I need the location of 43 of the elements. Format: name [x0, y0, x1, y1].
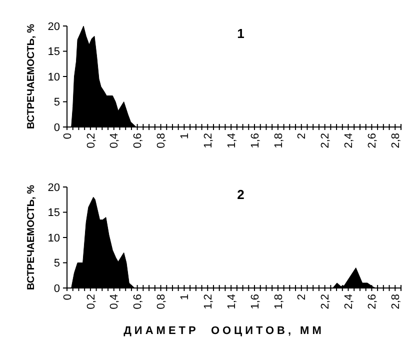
- y-tick-label: 20: [48, 182, 60, 194]
- x-tick-label: 1,2: [202, 133, 214, 148]
- y-tick-label: 15: [48, 207, 60, 220]
- x-tick-label: 2: [296, 133, 308, 140]
- x-tick-label: 0: [62, 294, 74, 300]
- x-tick-label: 2,4: [343, 133, 356, 148]
- y-axis-title: ВСТРЕЧАЕМОСТЬ, %: [26, 184, 37, 290]
- x-tick-label: 0,2: [85, 294, 98, 310]
- chart-title: 1: [237, 26, 244, 41]
- chart-title: 2: [237, 187, 244, 202]
- x-tick-label: 1: [179, 294, 192, 300]
- x-tick-label: 1,6: [249, 294, 262, 310]
- y-tick-label: 5: [54, 96, 60, 109]
- x-tick-label: 2: [296, 294, 308, 300]
- x-tick-label: 0,6: [132, 294, 144, 310]
- x-tick-label: 0: [62, 133, 74, 140]
- x-tick-label: 0,4: [108, 133, 121, 148]
- x-tick-label: 0,4: [108, 294, 121, 310]
- x-tick-label: 0,2: [85, 133, 98, 148]
- x-tick-label: 2,2: [320, 294, 332, 310]
- x-axis-title: ДИАМЕТР ООЦИТОВ, ММ: [124, 325, 324, 337]
- x-tick-label: 1,4: [226, 133, 238, 148]
- y-tick-label: 15: [48, 46, 60, 58]
- y-tick-label: 10: [48, 71, 60, 84]
- x-tick-label: 2,8: [390, 133, 402, 148]
- y-tick-label: 20: [48, 20, 60, 33]
- x-tick-label: 1,4: [226, 294, 238, 310]
- x-tick-label: 1: [179, 133, 192, 140]
- x-tick-label: 1,8: [272, 133, 285, 148]
- x-tick-label: 2,6: [366, 133, 379, 148]
- x-tick-label: 0,6: [132, 133, 144, 148]
- x-tick-label: 2,6: [366, 294, 379, 310]
- y-tick-label: 5: [54, 258, 60, 270]
- y-axis-title: ВСТРЕЧАЕМОСТЬ, %: [26, 24, 37, 130]
- y-tick-label: 10: [48, 232, 60, 244]
- x-tick-label: 1,2: [202, 294, 214, 310]
- x-tick-label: 2,8: [390, 294, 402, 310]
- x-tick-label: 1,8: [272, 294, 285, 310]
- x-tick-label: 2,4: [343, 294, 356, 310]
- x-tick-label: 1,6: [249, 133, 262, 148]
- x-tick-label: 0,8: [156, 133, 168, 148]
- x-tick-label: 0,8: [156, 294, 168, 310]
- x-tick-label: 2,2: [320, 133, 332, 148]
